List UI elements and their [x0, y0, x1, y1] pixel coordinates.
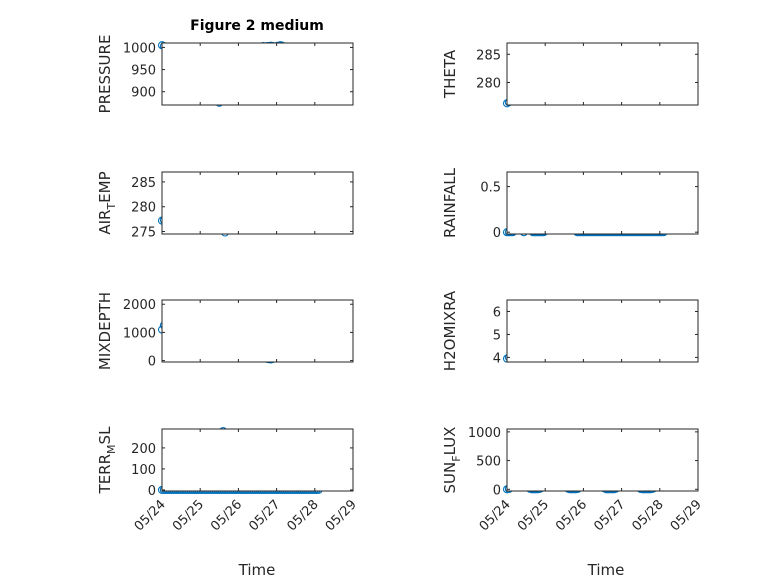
subplot-rainfall: 0 0.5 RAINFALL [441, 167, 699, 241]
y-tick-label: 500 [476, 455, 501, 470]
x-axis-label-right: Time [587, 561, 625, 579]
y-axis-label: H2OMIXRA [441, 290, 459, 371]
y-tick-label: 6 [493, 305, 501, 320]
y-tick-label: 5 [493, 328, 501, 343]
subplot-air-temp: 275 280 285 AIRTEMP [96, 171, 354, 241]
y-tick-label: 2000 [123, 298, 156, 313]
y-tick-label: 100 [131, 463, 156, 478]
x-axis-label-left: Time [238, 561, 276, 579]
y-tick-label: 285 [476, 48, 501, 63]
y-tick-label: 0 [148, 355, 156, 370]
y-axis-label: THETA [441, 49, 459, 99]
figure-title: Figure 2 medium [190, 18, 324, 34]
y-tick-label: 900 [131, 86, 156, 101]
y-tick-label: 1000 [123, 41, 156, 56]
y-tick-label: 285 [131, 176, 156, 191]
y-tick-label: 4 [493, 351, 501, 366]
y-tick-label: 200 [131, 442, 156, 457]
y-axis-label: PRESSURE [96, 35, 114, 114]
axes-frame [506, 42, 699, 106]
y-tick-label: 275 [131, 226, 156, 241]
y-tick-label: 0 [493, 483, 501, 498]
axes-frame [506, 299, 699, 363]
axes-frame [506, 428, 699, 492]
subplot-pressure: 900 950 1000 PRESSURE [96, 35, 354, 114]
axes-frame [506, 171, 699, 235]
y-axis-label: SUNFLUX [441, 427, 463, 494]
y-tick-label: 1000 [468, 426, 501, 441]
y-tick-label: 280 [131, 201, 156, 216]
y-axis-label: TERRMSL [96, 426, 118, 495]
axes-frame [161, 171, 354, 235]
y-axis-label: RAINFALL [441, 167, 459, 238]
y-tick-label: 0 [493, 226, 501, 241]
y-tick-label: 0 [148, 484, 156, 499]
subplot-theta: 280 285 THETA [441, 42, 699, 108]
subplot-mixdepth: 0 1000 2000 MIXDEPTH [96, 292, 354, 370]
axes-frame [161, 299, 354, 363]
y-tick-label: 1000 [123, 326, 156, 341]
y-axis-label: AIRTEMP [96, 171, 118, 234]
y-tick-label: 280 [476, 76, 501, 91]
y-tick-label: 0.5 [480, 181, 501, 196]
axes-frame [161, 42, 354, 106]
axes-frame [161, 428, 354, 492]
y-axis-label: MIXDEPTH [96, 292, 114, 370]
subplot-h2omixra: 4 5 6 H2OMIXRA [441, 290, 699, 371]
y-tick-label: 950 [131, 64, 156, 79]
